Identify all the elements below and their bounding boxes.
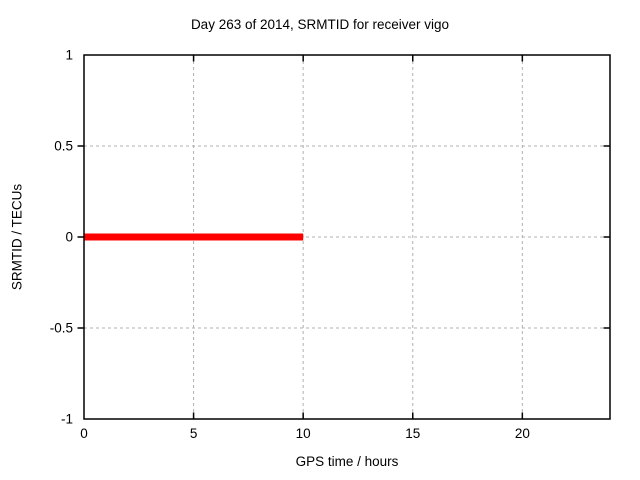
- y-tick-label: -1: [61, 412, 73, 427]
- x-tick-label: 5: [190, 426, 198, 441]
- x-tick-label: 10: [296, 426, 311, 441]
- y-tick-label: -0.5: [50, 321, 73, 336]
- x-axis-label: GPS time / hours: [295, 454, 399, 469]
- y-tick-label: 0: [65, 230, 73, 245]
- y-tick-label: 0.5: [54, 139, 73, 154]
- x-tick-label: 20: [515, 426, 530, 441]
- chart-title: Day 263 of 2014, SRMTID for receiver vig…: [190, 17, 450, 32]
- y-tick-label: 1: [65, 48, 73, 63]
- x-tick-label: 15: [405, 426, 420, 441]
- x-tick-label: 0: [80, 426, 88, 441]
